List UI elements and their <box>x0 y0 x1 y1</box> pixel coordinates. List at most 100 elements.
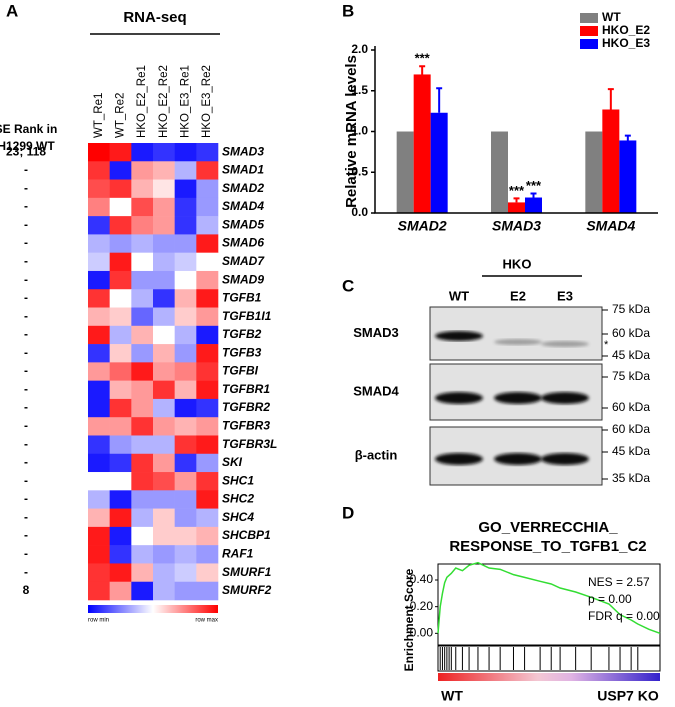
row-label: SMURF2 <box>222 583 272 597</box>
heatmap-cell <box>196 270 219 290</box>
heatmap-cell <box>131 270 154 290</box>
heatmap-cell <box>174 563 197 583</box>
bar <box>508 202 525 213</box>
se-rank: - <box>24 473 28 487</box>
y-tick-label: 0.40 <box>410 572 434 586</box>
heatmap-cell <box>174 526 197 546</box>
se-rank: 23; 118 <box>6 144 46 158</box>
heatmap-cell <box>88 508 110 528</box>
heatmap-cell <box>153 344 175 363</box>
se-rank: - <box>24 437 28 451</box>
bar <box>619 140 637 213</box>
heatmap-cell <box>196 179 219 199</box>
legend-label: row max <box>195 618 218 624</box>
se-rank: - <box>24 364 28 378</box>
marker-label: 60 kDa <box>612 400 650 414</box>
blot-band <box>435 392 483 404</box>
bar <box>396 131 414 213</box>
heatmap-cell <box>196 526 219 546</box>
heatmap-cell <box>196 508 219 528</box>
heatmap-cell <box>88 197 110 217</box>
bar <box>491 131 508 213</box>
heatmap-cell <box>109 490 132 509</box>
heatmap-cell <box>196 289 219 308</box>
significance-label: *** <box>526 178 542 193</box>
heatmap-cell <box>109 453 132 473</box>
lane-label: E2 <box>510 288 526 303</box>
se-rank: - <box>24 181 28 195</box>
heatmap-cell <box>88 526 110 546</box>
marker-label: 75 kDa <box>612 369 650 383</box>
blot-note: * <box>604 339 609 351</box>
y-tick-label: 2.0 <box>351 42 368 56</box>
heatmap-cell <box>131 197 154 217</box>
heatmap-cell <box>174 179 197 199</box>
row-label: SHC4 <box>222 510 254 524</box>
heatmap-cell <box>131 344 154 363</box>
stat-label: p = 0.00 <box>588 592 632 606</box>
heatmap-cell <box>153 490 175 509</box>
row-label: TGFBI <box>222 364 259 378</box>
heatmap-cell <box>109 398 132 418</box>
legend-swatch <box>580 39 598 49</box>
error-bar <box>607 88 614 110</box>
row-label: SKI <box>222 455 243 469</box>
heatmap-cell <box>196 581 219 601</box>
row-label: SMAD7 <box>222 254 265 268</box>
heatmap-cell <box>153 508 175 528</box>
heatmap-cell <box>153 270 175 290</box>
se-rank: - <box>24 546 28 560</box>
error-bar <box>436 87 443 113</box>
column-label: HKO_E3_Re1 <box>180 65 192 138</box>
blot-row-label: β-actin <box>355 447 398 462</box>
error-bar <box>513 197 520 203</box>
heatmap-cell <box>196 380 219 400</box>
heatmap-cell <box>109 362 132 381</box>
heatmap-cell <box>196 435 219 455</box>
se-rank: - <box>24 400 28 414</box>
heatmap-cell <box>109 581 132 601</box>
heatmap-cell <box>109 472 132 491</box>
blot-band <box>494 453 542 465</box>
heatmap-cell <box>131 325 154 345</box>
heatmap-cell <box>174 435 197 455</box>
heatmap-cell <box>174 197 197 217</box>
row-label: SHC1 <box>222 473 254 487</box>
heatmap-cell <box>153 252 175 272</box>
heatmap-cell <box>88 307 110 327</box>
color-legend <box>88 605 218 613</box>
marker-label: 45 kDa <box>612 348 650 362</box>
heatmap-cell <box>109 417 132 436</box>
heatmap-cell <box>153 581 175 601</box>
heatmap-cell <box>88 490 110 509</box>
legend-swatch <box>580 26 598 36</box>
bar <box>430 112 448 213</box>
column-label: WT_Re1 <box>93 93 105 138</box>
blot-band <box>435 453 483 465</box>
se-rank: - <box>24 528 28 542</box>
y-axis-label: Enrichment Score <box>402 568 416 671</box>
row-label: SMAD6 <box>222 236 264 250</box>
plot-title: GO_VERRECCHIA_ <box>478 519 618 536</box>
row-label: SHC2 <box>222 492 254 506</box>
heatmap-cell <box>88 435 110 455</box>
legend-label: HKO_E3 <box>602 36 650 50</box>
se-rank: - <box>24 510 28 524</box>
heatmap-cell <box>196 197 219 217</box>
y-tick-label: 0.5 <box>351 164 368 178</box>
se-rank: - <box>24 217 28 231</box>
heatmap-cell <box>131 453 154 473</box>
heatmap-cell <box>153 380 175 400</box>
row-label: SHCBP1 <box>222 528 271 542</box>
heatmap-cell <box>196 325 219 345</box>
row-label: TGFBR3L <box>222 437 277 451</box>
blot-band <box>494 392 542 404</box>
x-tick-label: SMAD2 <box>398 218 447 234</box>
heatmap-cell <box>153 398 175 418</box>
heatmap-cell <box>196 307 219 327</box>
enrichment-line <box>437 561 661 635</box>
marker-label: 45 kDa <box>612 444 650 458</box>
bar <box>585 131 603 213</box>
se-rank: - <box>24 309 28 323</box>
heatmap-cell <box>109 197 132 217</box>
